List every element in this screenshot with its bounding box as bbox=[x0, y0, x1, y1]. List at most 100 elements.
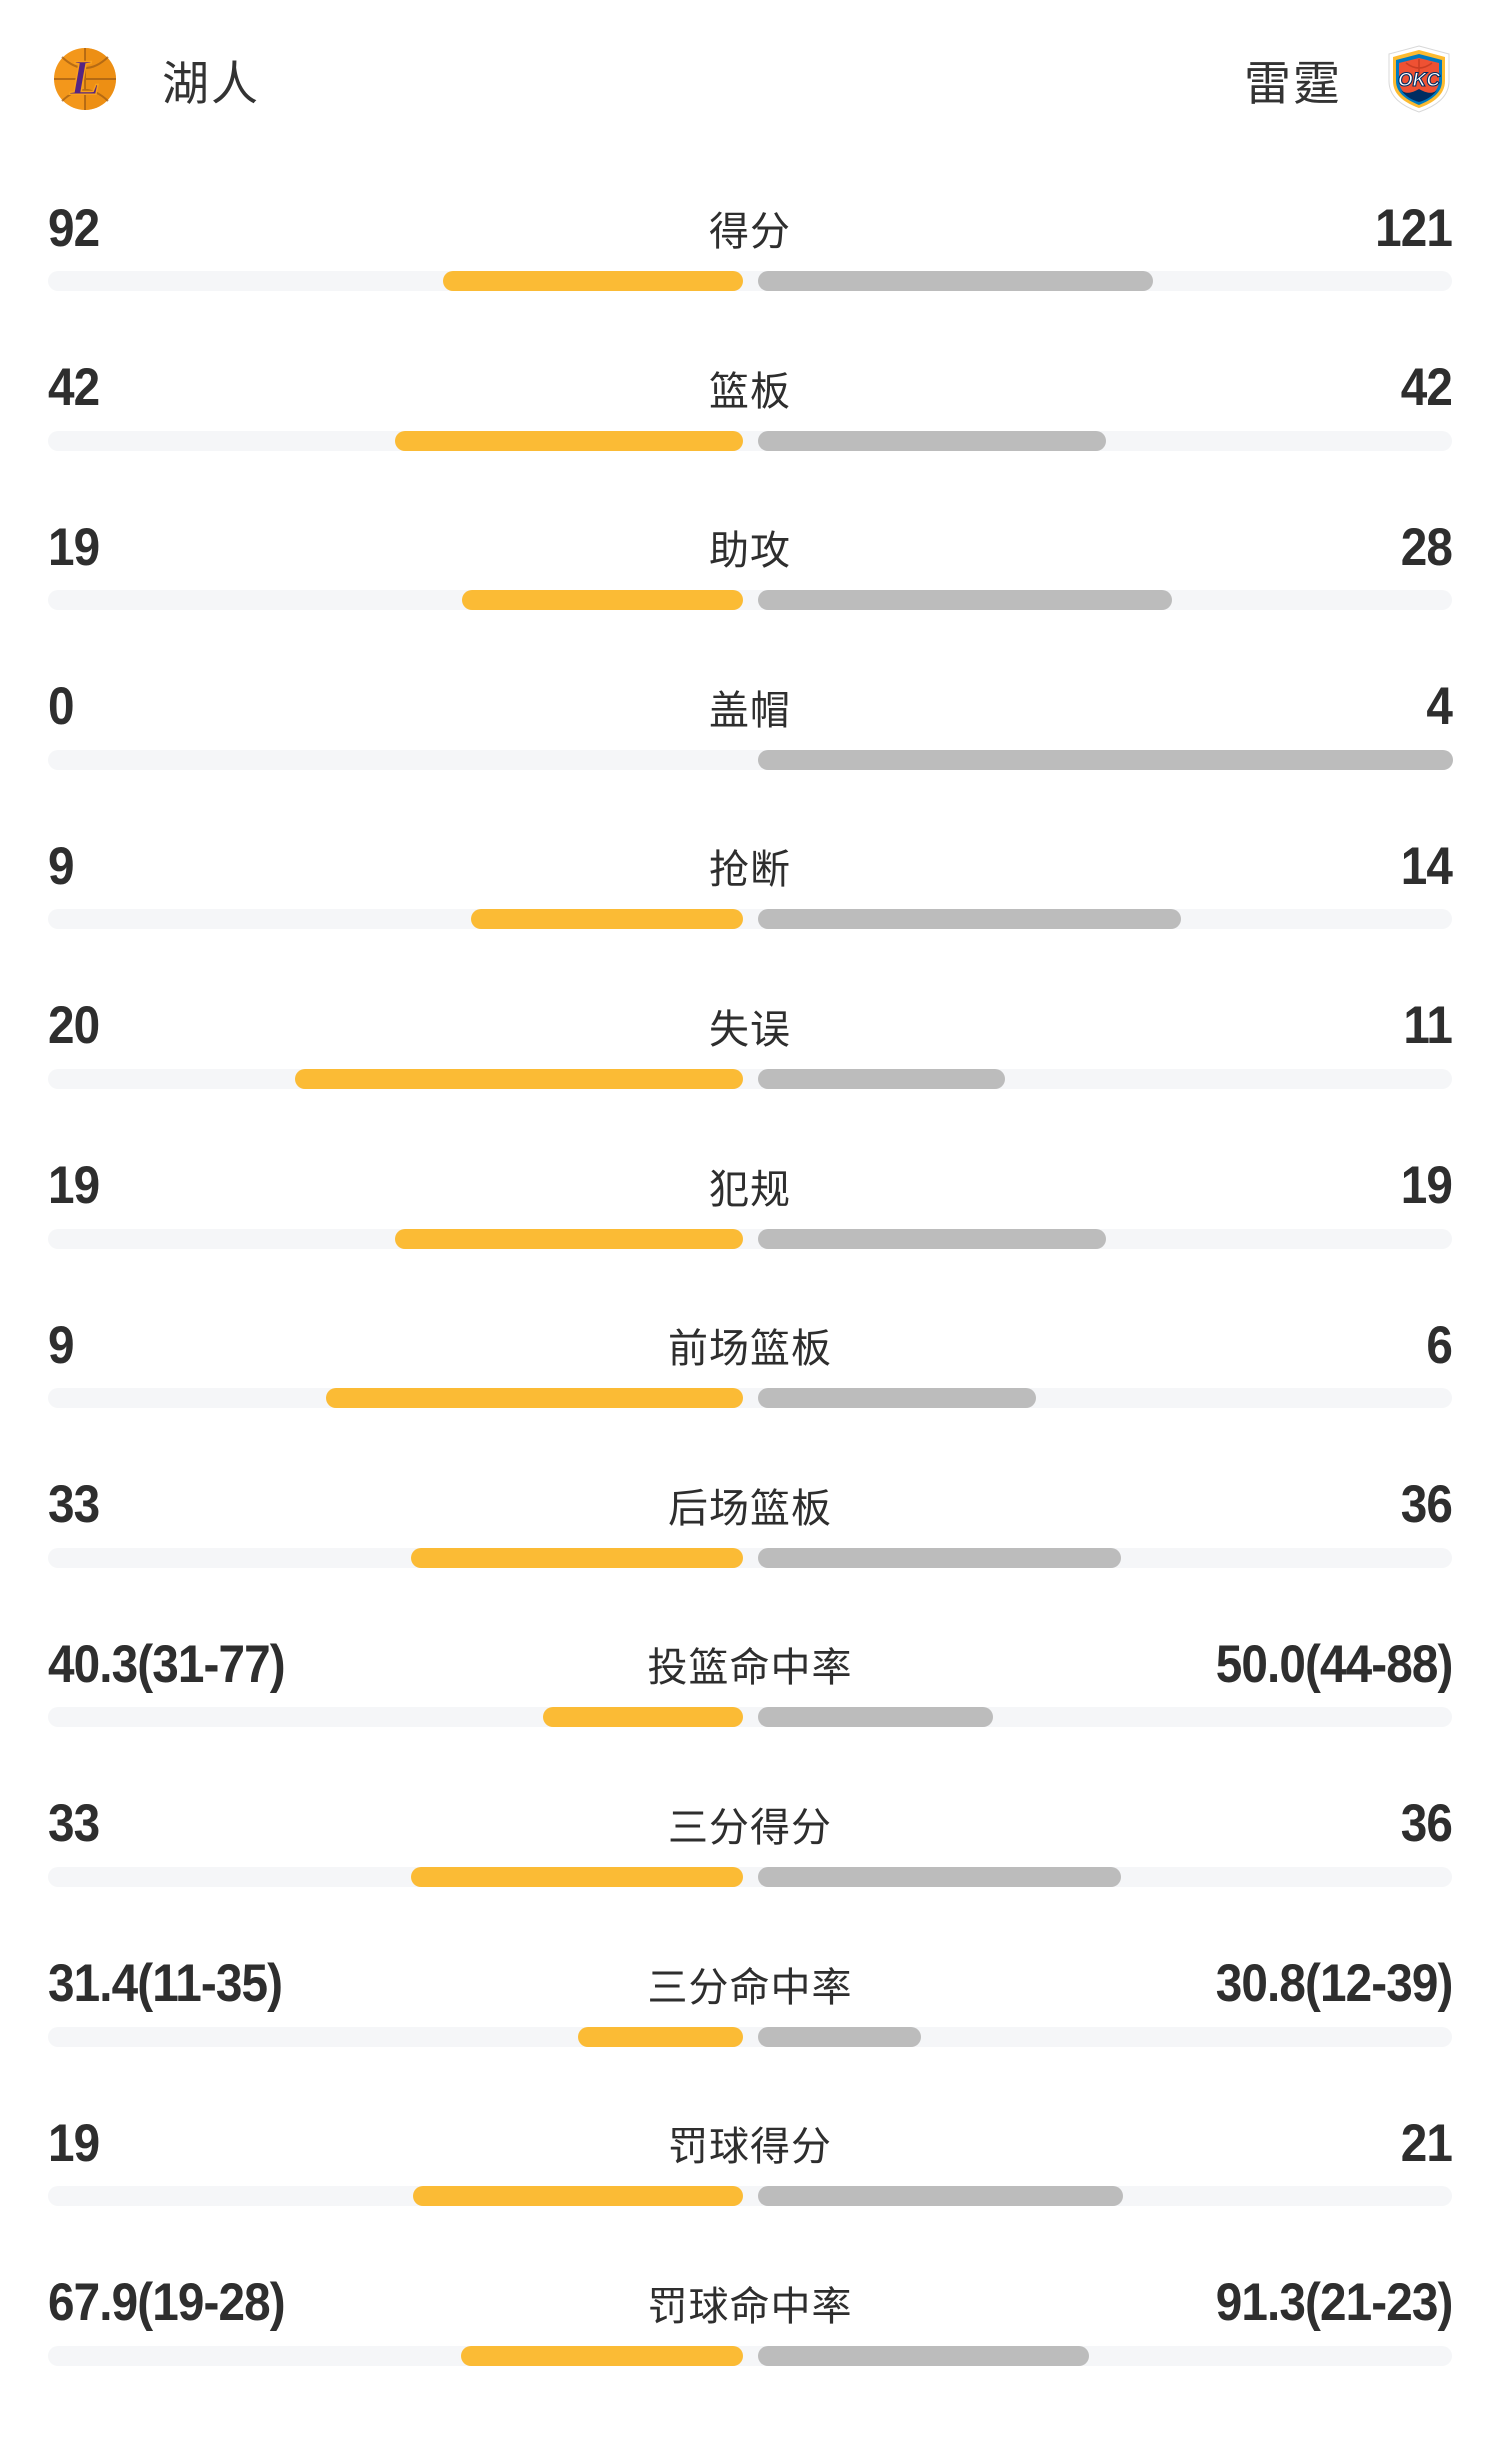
stat-left-value: 33 bbox=[48, 1794, 100, 1854]
stat-bar-left bbox=[462, 590, 743, 611]
stat-row: 67.9(19-28) 罚球命中率 91.3(21-23) bbox=[48, 2268, 1453, 2428]
stat-bar-track bbox=[48, 430, 1452, 451]
stat-label: 后场篮板 bbox=[668, 1486, 832, 1531]
team-name-right: 雷霆 bbox=[1244, 56, 1342, 110]
stat-bar-track bbox=[48, 271, 1452, 291]
stat-bar-right bbox=[758, 1707, 993, 1728]
stat-right-value: 121 bbox=[1375, 198, 1453, 258]
stat-right-value: 21 bbox=[1400, 2113, 1453, 2173]
stat-bar-left bbox=[411, 1547, 743, 1568]
stat-bar-track bbox=[48, 1388, 1452, 1409]
stat-label: 前场篮板 bbox=[668, 1327, 832, 1372]
stat-right-value: 14 bbox=[1400, 836, 1453, 896]
stat-label: 犯规 bbox=[709, 1167, 791, 1212]
stat-bar-track bbox=[48, 2345, 1452, 2366]
stat-left-value: 0 bbox=[48, 677, 75, 737]
stat-bar-track bbox=[48, 1707, 1452, 1728]
stat-bar-track bbox=[48, 749, 1453, 770]
team-right: 雷霆 OKC bbox=[1244, 45, 1452, 114]
stat-right-value: 28 bbox=[1400, 517, 1453, 577]
stat-row: 19 犯规 19 bbox=[48, 1151, 1453, 1311]
stat-right-value: 19 bbox=[1400, 1156, 1453, 1216]
stat-row: 40.3(31-77) 投篮命中率 50.0(44-88) bbox=[48, 1629, 1453, 1789]
stat-left-value: 9 bbox=[48, 1315, 75, 1375]
stat-bar-track bbox=[48, 2186, 1452, 2207]
stat-bar-right bbox=[758, 271, 1153, 291]
stat-row: 42 篮板 42 bbox=[48, 353, 1453, 513]
stat-row: 9 抢断 14 bbox=[48, 831, 1453, 991]
stat-bar-left bbox=[326, 1388, 743, 1409]
team-left: L 湖人 bbox=[48, 45, 260, 114]
stat-bar-right bbox=[758, 1388, 1036, 1409]
stat-left-value: 40.3(31-77) bbox=[48, 1634, 286, 1694]
stat-right-value: 11 bbox=[1403, 996, 1453, 1056]
stat-left-value: 20 bbox=[48, 996, 100, 1056]
stat-row: 33 三分得分 36 bbox=[48, 1789, 1453, 1949]
stat-row: 19 助攻 28 bbox=[48, 512, 1453, 672]
okc-logo-icon: OKC bbox=[1386, 45, 1452, 113]
stat-row: 20 失误 11 bbox=[48, 991, 1453, 1151]
team-name-left: 湖人 bbox=[162, 56, 260, 110]
stat-bar-right bbox=[758, 2026, 921, 2047]
stat-right-value: 42 bbox=[1400, 358, 1453, 418]
stat-label: 失误 bbox=[709, 1007, 791, 1052]
stat-label: 盖帽 bbox=[709, 688, 791, 733]
team-stats-panel: L 湖人 雷霆 OKC 92 得分 bbox=[0, 44, 1500, 2427]
stat-bar-left bbox=[413, 2186, 743, 2207]
stat-bar-left bbox=[443, 271, 743, 291]
stat-right-value: 91.3(21-23) bbox=[1215, 2273, 1453, 2333]
stat-bar-left bbox=[543, 1707, 743, 1728]
stat-bar-track bbox=[48, 2026, 1452, 2047]
stat-bar-left bbox=[295, 1068, 743, 1089]
stat-label: 助攻 bbox=[709, 529, 791, 574]
stat-label: 得分 bbox=[709, 210, 791, 254]
stat-bar-right bbox=[758, 590, 1172, 611]
stat-bar-track bbox=[48, 1866, 1452, 1887]
stat-right-value: 50.0(44-88) bbox=[1215, 1634, 1453, 1694]
stat-bar-right bbox=[758, 1547, 1121, 1568]
stat-row: 0 盖帽 4 bbox=[48, 672, 1453, 832]
team-header: L 湖人 雷霆 OKC bbox=[48, 44, 1452, 114]
stat-row: 33 后场篮板 36 bbox=[48, 1470, 1453, 1630]
stat-label: 三分得分 bbox=[668, 1805, 832, 1850]
stat-left-value: 92 bbox=[48, 198, 100, 258]
stat-row: 19 罚球得分 21 bbox=[48, 2108, 1453, 2268]
stat-left-value: 31.4(11-35) bbox=[48, 1954, 283, 2014]
stat-bar-right bbox=[758, 749, 1453, 770]
stat-bar-track bbox=[48, 1228, 1452, 1249]
stat-label: 抢断 bbox=[709, 848, 791, 893]
stat-right-value: 30.8(12-39) bbox=[1215, 1954, 1453, 2014]
stat-right-value: 36 bbox=[1400, 1475, 1453, 1535]
stat-left-value: 19 bbox=[48, 517, 100, 577]
stat-bar-right bbox=[758, 1068, 1005, 1089]
stat-bar-right bbox=[758, 430, 1106, 451]
stat-bar-right bbox=[758, 2186, 1123, 2207]
stat-row: 92 得分 121 bbox=[48, 193, 1453, 353]
stat-label: 罚球命中率 bbox=[647, 2284, 853, 2329]
stat-bar-left bbox=[395, 1228, 743, 1249]
stat-bar-right bbox=[758, 2345, 1089, 2366]
stat-bar-right bbox=[758, 909, 1181, 930]
stat-bar-left bbox=[471, 909, 743, 930]
stat-bar-track bbox=[48, 909, 1452, 930]
stat-left-value: 33 bbox=[48, 1475, 100, 1535]
stat-bar-left bbox=[411, 1866, 743, 1887]
stat-right-value: 6 bbox=[1426, 1315, 1453, 1375]
stat-label: 投篮命中率 bbox=[647, 1646, 853, 1691]
stat-bar-right bbox=[758, 1866, 1121, 1887]
stat-left-value: 42 bbox=[48, 358, 100, 418]
stat-bar-track bbox=[48, 590, 1452, 611]
lakers-logo-icon: L bbox=[52, 45, 118, 113]
stat-left-value: 9 bbox=[48, 836, 75, 896]
stat-label: 三分命中率 bbox=[647, 1965, 853, 2010]
stat-bar-left bbox=[395, 430, 743, 451]
stat-left-value: 67.9(19-28) bbox=[48, 2273, 286, 2333]
stat-bar-right bbox=[758, 1228, 1106, 1249]
svg-text:L: L bbox=[69, 49, 101, 105]
stat-right-value: 36 bbox=[1400, 1794, 1453, 1854]
stat-row: 31.4(11-35) 三分命中率 30.8(12-39) bbox=[48, 1949, 1453, 2109]
stat-label: 罚球得分 bbox=[668, 2125, 832, 2170]
stat-right-value: 4 bbox=[1426, 677, 1453, 737]
stat-left-value: 19 bbox=[48, 1156, 100, 1216]
stats-list: 92 得分 121 42 篮板 42 19 助攻 28 bbox=[48, 193, 1453, 2428]
